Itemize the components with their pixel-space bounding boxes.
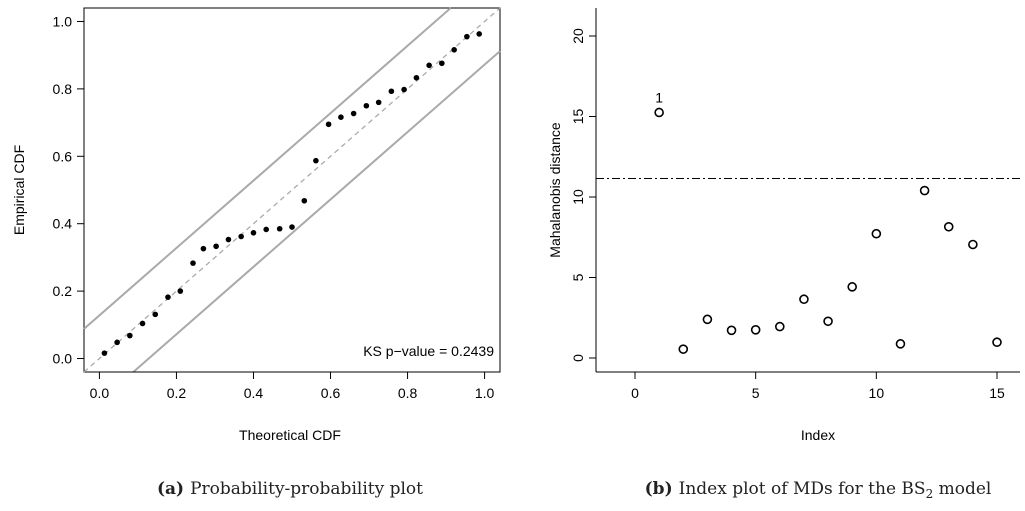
- y-tick-label: 0.0: [53, 351, 73, 367]
- x-tick-label: 1.0: [475, 385, 495, 401]
- caption-a: (a) Probability-probability plot: [157, 479, 423, 499]
- x-tick-label: 0: [631, 385, 639, 401]
- y-tick-label: 0: [570, 354, 586, 362]
- md-point: [968, 239, 978, 250]
- index-plot-panel: 1 0 5 10 15 0 5 10 15 20 Index Mahalanobis dist…: [547, 8, 1020, 501]
- x-axis-ticks: 0.0 0.2 0.4 0.6 0.8 1.0: [90, 371, 495, 401]
- y-axis-ticks: 0.0 0.2 0.4 0.6 0.8 1.0: [53, 13, 84, 367]
- x-tick-label: 0.4: [244, 385, 264, 401]
- md-point: [847, 282, 858, 292]
- pp-point: [225, 236, 232, 243]
- pp-point: [476, 31, 483, 37]
- pp-point: [451, 46, 457, 53]
- y-axis-label: Empirical CDF: [11, 145, 27, 235]
- pp-points: [101, 31, 483, 356]
- md-point: [654, 107, 664, 118]
- md-point: [702, 314, 713, 325]
- identity-line: [83, 7, 501, 373]
- pp-point: [375, 99, 382, 106]
- pp-point: [363, 102, 370, 109]
- pp-point: [238, 233, 244, 240]
- x-tick-label: 5: [752, 385, 760, 401]
- y-tick-label: 15: [570, 109, 586, 125]
- pp-point: [464, 33, 470, 40]
- confidence-bands: [83, 7, 501, 373]
- y-tick-label: 0.8: [53, 81, 73, 97]
- pp-point: [301, 197, 308, 204]
- y-tick-label: 5: [570, 273, 586, 281]
- pp-point: [401, 86, 407, 93]
- x-tick-label: 15: [989, 385, 1005, 401]
- pp-point: [263, 226, 269, 233]
- pp-point: [426, 62, 432, 69]
- y-tick-label: 20: [570, 28, 586, 44]
- md-point: [750, 325, 761, 335]
- y-axis-ticks: 0 5 10 15 20: [570, 28, 596, 362]
- pp-point: [127, 332, 133, 339]
- pp-point: [338, 114, 344, 120]
- x-tick-label: 0.2: [167, 385, 187, 401]
- pp-point: [325, 121, 332, 128]
- x-tick-label: 0.0: [90, 385, 110, 401]
- ks-annotation: KS p−value = 0.2439: [363, 343, 494, 359]
- pp-point: [190, 260, 196, 266]
- pp-point: [114, 339, 120, 346]
- md-point: [774, 321, 785, 332]
- x-axis-label: Index: [801, 427, 835, 443]
- pp-plot-panel: 0.0 0.2 0.4 0.6 0.8 1.0 0.0 0.2 0.4 0.6 0.8 1.0 KS…: [11, 7, 501, 499]
- x-tick-label: 0.6: [321, 385, 341, 401]
- x-tick-label: 10: [869, 385, 885, 401]
- md-point: [919, 185, 930, 196]
- md-points: 1: [654, 89, 1002, 354]
- y-axis-label: Mahalanobis distance: [547, 122, 563, 258]
- x-axis-label: Theoretical CDF: [239, 427, 341, 443]
- pp-point: [250, 230, 257, 236]
- md-point: [799, 294, 809, 305]
- pp-point: [350, 110, 357, 117]
- x-tick-label: 0.8: [398, 385, 418, 401]
- reference-line: [83, 7, 501, 373]
- md-point: [823, 316, 833, 327]
- pp-point: [213, 243, 219, 250]
- md-point: [992, 337, 1002, 348]
- md-point: [678, 344, 689, 354]
- pp-point: [289, 224, 295, 230]
- md-point: [943, 221, 954, 232]
- y-tick-label: 10: [570, 189, 586, 205]
- caption-b: (b) Index plot of MDs for the BS2 model: [645, 479, 992, 501]
- upper-band-line: [83, 7, 452, 330]
- pp-point: [439, 60, 445, 67]
- md-point: [726, 325, 737, 336]
- pp-point: [101, 350, 108, 356]
- pp-point: [177, 288, 184, 294]
- y-tick-label: 0.2: [53, 283, 73, 299]
- y-tick-label: 0.4: [53, 216, 73, 232]
- pp-point: [313, 157, 319, 164]
- x-axis-ticks: 0 5 10 15: [631, 372, 1005, 401]
- md-point: [871, 228, 882, 239]
- pp-point: [139, 320, 146, 327]
- pp-point: [388, 88, 395, 95]
- pp-point: [165, 294, 171, 300]
- pp-point: [200, 245, 207, 252]
- lower-band-line: [132, 50, 501, 373]
- point-label: 1: [655, 89, 663, 105]
- md-point: [895, 339, 906, 349]
- pp-point: [276, 225, 283, 232]
- y-tick-label: 0.6: [53, 148, 73, 164]
- y-tick-label: 1.0: [53, 13, 73, 29]
- pp-point: [413, 74, 420, 81]
- axes: [595, 8, 1020, 373]
- pp-point: [152, 311, 159, 318]
